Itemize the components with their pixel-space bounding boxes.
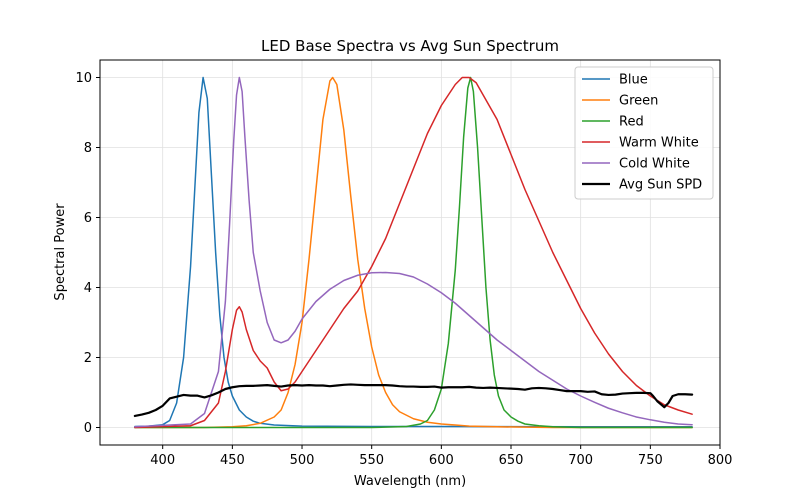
y-axis-label: Spectral Power	[53, 203, 68, 301]
x-tick-label: 750	[638, 453, 663, 468]
legend: Blue Green Red Warm White Cold White Avg Sun …	[574, 66, 714, 200]
series-line-avg-sun-spd	[133, 383, 694, 418]
y-tick-label: 10	[75, 71, 92, 86]
chart-title: LED Base Spectra vs Avg Sun Spectrum	[261, 37, 559, 55]
y-tick-label: 8	[84, 141, 92, 156]
legend-label-blue: Blue	[619, 73, 648, 88]
series-line-warm-white	[134, 76, 693, 429]
x-tick-label: 500	[290, 453, 315, 468]
series-line-blue	[134, 76, 693, 428]
ticks: 400 450 500 550 600 650 700 750 800 0 2 4 6 8 10	[75, 71, 732, 468]
legend-label-avg-sun-spd: Avg Sun SPD	[619, 178, 702, 193]
series-line-red	[134, 76, 693, 429]
y-tick-label: 6	[84, 211, 92, 226]
y-tick-label: 4	[84, 281, 92, 296]
axes-frame	[99, 59, 721, 446]
legend-label-red: Red	[619, 115, 644, 130]
series-line-cold-white	[134, 76, 693, 428]
x-axis-label: Wavelength (nm)	[354, 474, 466, 489]
x-tick-label: 700	[568, 453, 593, 468]
x-tick-label: 550	[359, 453, 384, 468]
x-tick-label: 650	[499, 453, 524, 468]
legend-label-warm-white: Warm White	[619, 136, 699, 151]
x-tick-label: 600	[429, 453, 454, 468]
x-tick-label: 400	[150, 453, 175, 468]
x-tick-label: 800	[708, 453, 733, 468]
x-tick-label: 450	[220, 453, 245, 468]
y-tick-label: 2	[84, 351, 92, 366]
plot-area	[133, 76, 694, 429]
series-line-green	[134, 76, 693, 429]
legend-label-green: Green	[619, 94, 658, 109]
y-tick-label: 0	[84, 421, 92, 436]
legend-label-cold-white: Cold White	[619, 157, 690, 172]
